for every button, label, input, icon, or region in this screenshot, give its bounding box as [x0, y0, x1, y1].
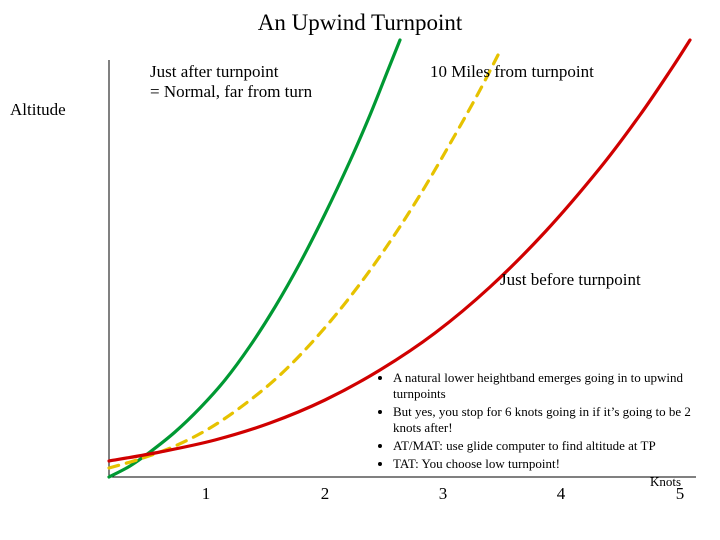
annotation-just-after: Just after turnpoint= Normal, far from t…	[150, 62, 312, 103]
notes-item: But yes, you stop for 6 knots going in i…	[393, 404, 695, 436]
annotation-10-miles: 10 Miles from turnpoint	[430, 62, 594, 82]
x-tick: 1	[186, 484, 226, 504]
x-tick: 5	[660, 484, 700, 504]
notes-list: A natural lower heightband emerges going…	[375, 370, 695, 472]
notes-item: A natural lower heightband emerges going…	[393, 370, 695, 402]
green-curve	[109, 40, 400, 477]
x-tick: 3	[423, 484, 463, 504]
notes-item: TAT: You choose low turnpoint!	[393, 456, 695, 472]
notes-item: AT/MAT: use glide computer to find altit…	[393, 438, 695, 454]
y-axis-label: Altitude	[10, 100, 66, 120]
notes-block: A natural lower heightband emerges going…	[375, 370, 695, 490]
annotation-just-before: Just before turnpoint	[500, 270, 641, 290]
chart-title: An Upwind Turnpoint	[0, 10, 720, 36]
x-tick: 4	[541, 484, 581, 504]
x-tick: 2	[305, 484, 345, 504]
